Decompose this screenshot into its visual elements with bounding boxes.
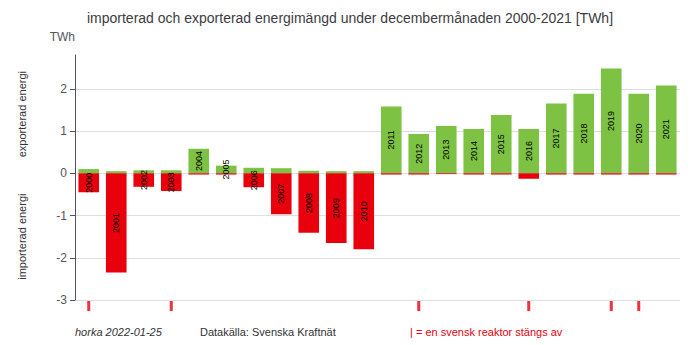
svg-text:2000: 2000 bbox=[84, 173, 94, 193]
svg-text:2017: 2017 bbox=[551, 128, 561, 148]
svg-text:TWh: TWh bbox=[50, 30, 75, 44]
svg-text:importerad energi: importerad energi bbox=[16, 194, 28, 280]
svg-text:2004: 2004 bbox=[194, 151, 204, 171]
svg-text:2013: 2013 bbox=[441, 140, 451, 160]
svg-text:2018: 2018 bbox=[579, 124, 589, 144]
svg-text:2005: 2005 bbox=[221, 159, 231, 179]
svg-text:horka 2022-01-25: horka 2022-01-25 bbox=[75, 326, 163, 338]
svg-text:2007: 2007 bbox=[276, 184, 286, 204]
svg-text:2019: 2019 bbox=[606, 111, 616, 131]
svg-text:| = en svensk reaktor stängs a: | = en svensk reaktor stängs av bbox=[410, 326, 563, 338]
svg-text:2012: 2012 bbox=[414, 144, 424, 164]
svg-text:2010: 2010 bbox=[359, 201, 369, 221]
svg-text:exporterad energi: exporterad energi bbox=[16, 71, 28, 157]
svg-text:importerad och exporterad ener: importerad och exporterad energimängd un… bbox=[87, 10, 613, 26]
svg-text:2008: 2008 bbox=[304, 193, 314, 213]
svg-text:-2: -2 bbox=[56, 251, 67, 265]
svg-text:2014: 2014 bbox=[469, 141, 479, 161]
svg-text:-3: -3 bbox=[56, 293, 67, 307]
svg-text:2: 2 bbox=[60, 82, 67, 96]
svg-text:2009: 2009 bbox=[331, 198, 341, 218]
svg-text:2016: 2016 bbox=[524, 141, 534, 161]
svg-text:0: 0 bbox=[60, 166, 67, 180]
svg-text:2002: 2002 bbox=[139, 170, 149, 190]
svg-text:2021: 2021 bbox=[661, 119, 671, 139]
svg-text:1: 1 bbox=[60, 124, 67, 138]
svg-text:2011: 2011 bbox=[386, 130, 396, 149]
svg-text:2003: 2003 bbox=[166, 172, 176, 192]
svg-text:-1: -1 bbox=[56, 209, 67, 223]
svg-text:2006: 2006 bbox=[249, 170, 259, 190]
svg-text:Datakälla: Svenska Kraftnät: Datakälla: Svenska Kraftnät bbox=[200, 326, 336, 338]
svg-text:2015: 2015 bbox=[496, 134, 506, 154]
svg-text:2020: 2020 bbox=[634, 124, 644, 144]
svg-text:2001: 2001 bbox=[111, 213, 121, 233]
